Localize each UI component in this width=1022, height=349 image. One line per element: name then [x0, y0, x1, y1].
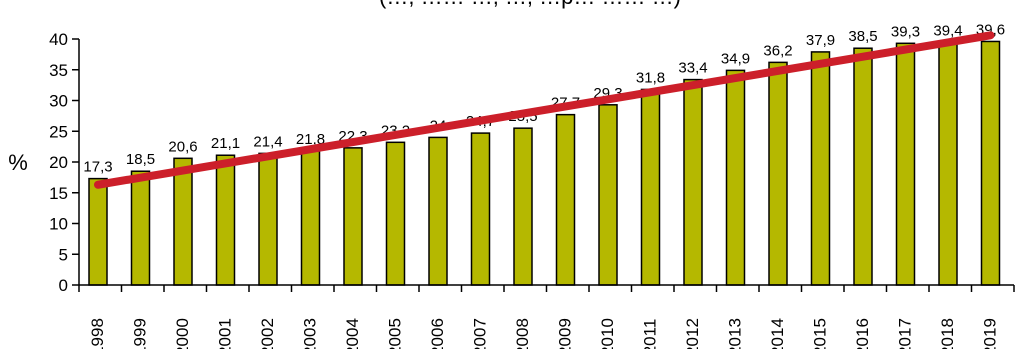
bar-2009	[555, 113, 576, 286]
x-axis: 1998 1999 2000 2001 2002 2003 2004 2005 2006 2007…	[78, 284, 1015, 349]
x-tick-label-2019: 2019	[981, 318, 1000, 349]
y-tick-label: 0	[59, 276, 68, 295]
bar-2015	[810, 51, 831, 286]
y-tick-label: 10	[49, 215, 68, 234]
bar-1998	[88, 177, 108, 286]
value-label-2017: 39,3	[891, 23, 920, 40]
value-label-2011: 31,8	[636, 69, 665, 86]
bar-2014	[768, 61, 788, 286]
bar-2016	[853, 47, 873, 286]
y-axis-label: %	[8, 150, 28, 175]
x-tick-label-2018: 2018	[938, 318, 957, 349]
x-tick-label-1999: 1999	[131, 318, 150, 349]
bar-2013	[725, 69, 746, 286]
x-tick-label-2013: 2013	[726, 318, 745, 349]
x-tick-label-2016: 2016	[853, 318, 872, 349]
y-tick-label: 30	[49, 92, 68, 111]
chart-title-fragment: (…, …… …, …, …p… …… …)	[379, 0, 681, 9]
y-tick-label: 5	[59, 245, 68, 264]
x-tick-label-2010: 2010	[598, 318, 617, 349]
bar-2017	[895, 42, 916, 286]
trend-line-group	[94, 31, 995, 189]
x-tick-label-2007: 2007	[471, 318, 490, 349]
x-tick-label-2008: 2008	[513, 318, 532, 349]
x-tick-label-2003: 2003	[301, 318, 320, 349]
y-tick-label: 35	[49, 61, 68, 80]
x-tick-label-2000: 2000	[173, 318, 192, 349]
value-label-2012: 33,4	[678, 60, 707, 77]
value-label-1998: 17,3	[83, 159, 112, 176]
bar-2011	[640, 88, 661, 286]
bar-2001	[215, 154, 236, 286]
value-label-2003: 21,8	[296, 131, 325, 148]
x-tick-label-2004: 2004	[343, 318, 362, 349]
bar-2006	[428, 136, 448, 286]
trend-line	[94, 31, 995, 189]
value-label-2000: 20,6	[168, 138, 197, 155]
bar-2010	[598, 104, 618, 286]
value-label-2013: 34,9	[721, 50, 750, 67]
bar-2007	[470, 132, 491, 286]
x-tick-label-2012: 2012	[683, 318, 702, 349]
y-axis: 0 5 10 15 20 25 30 35 40	[49, 30, 80, 295]
value-label-2002: 21,4	[253, 133, 282, 150]
value-label-2016: 38,5	[848, 28, 877, 45]
y-tick-label: 15	[49, 184, 68, 203]
bar-2012	[683, 78, 703, 286]
value-label-1999: 18,5	[126, 151, 155, 168]
bar-1999	[130, 170, 151, 286]
bar-2000	[173, 157, 193, 286]
bar-2018	[938, 41, 958, 286]
x-tick-label-2015: 2015	[811, 318, 830, 349]
bar-2019	[980, 40, 1001, 286]
x-tick-label-2005: 2005	[386, 318, 405, 349]
x-tick-label-1998: 1998	[88, 318, 107, 349]
bar-2008	[513, 127, 533, 286]
x-tick-label-2006: 2006	[428, 318, 447, 349]
y-tick-label: 40	[49, 30, 68, 49]
bar-2002	[258, 152, 278, 286]
x-tick-label-2017: 2017	[896, 318, 915, 349]
x-tick-label-2002: 2002	[258, 318, 277, 349]
bar-2003	[300, 150, 321, 286]
x-tick-label-2009: 2009	[556, 318, 575, 349]
y-tick-label: 25	[49, 122, 68, 141]
y-tick-label: 20	[49, 153, 68, 172]
value-label-2014: 36,2	[763, 42, 792, 59]
value-label-2018: 39,4	[933, 23, 962, 40]
value-label-2015: 37,9	[806, 32, 835, 49]
x-tick-label-2011: 2011	[641, 319, 660, 349]
x-tick-label-2001: 2001	[216, 318, 235, 349]
bar-2004	[343, 147, 363, 286]
bar-2005	[385, 141, 406, 286]
bars-group	[88, 40, 1001, 286]
value-label-2001: 21,1	[211, 135, 240, 152]
x-tick-label-2014: 2014	[768, 318, 787, 349]
